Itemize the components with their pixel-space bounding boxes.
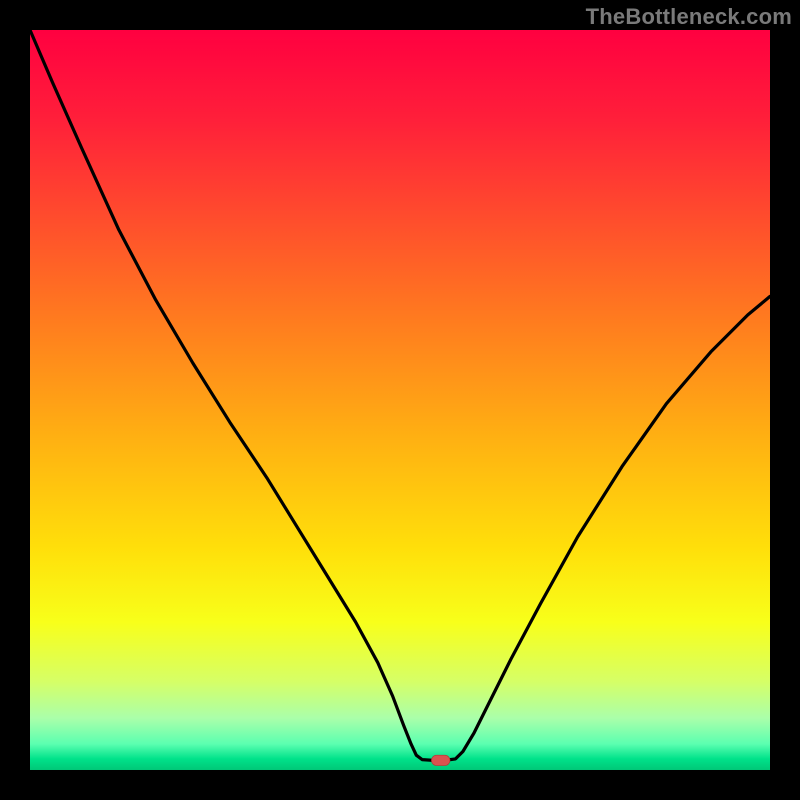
plot-svg bbox=[30, 30, 770, 770]
watermark-text: TheBottleneck.com bbox=[586, 4, 792, 30]
gradient-background bbox=[30, 30, 770, 770]
valley-marker bbox=[431, 755, 450, 765]
plot-area bbox=[30, 30, 770, 770]
chart-frame: TheBottleneck.com bbox=[0, 0, 800, 800]
